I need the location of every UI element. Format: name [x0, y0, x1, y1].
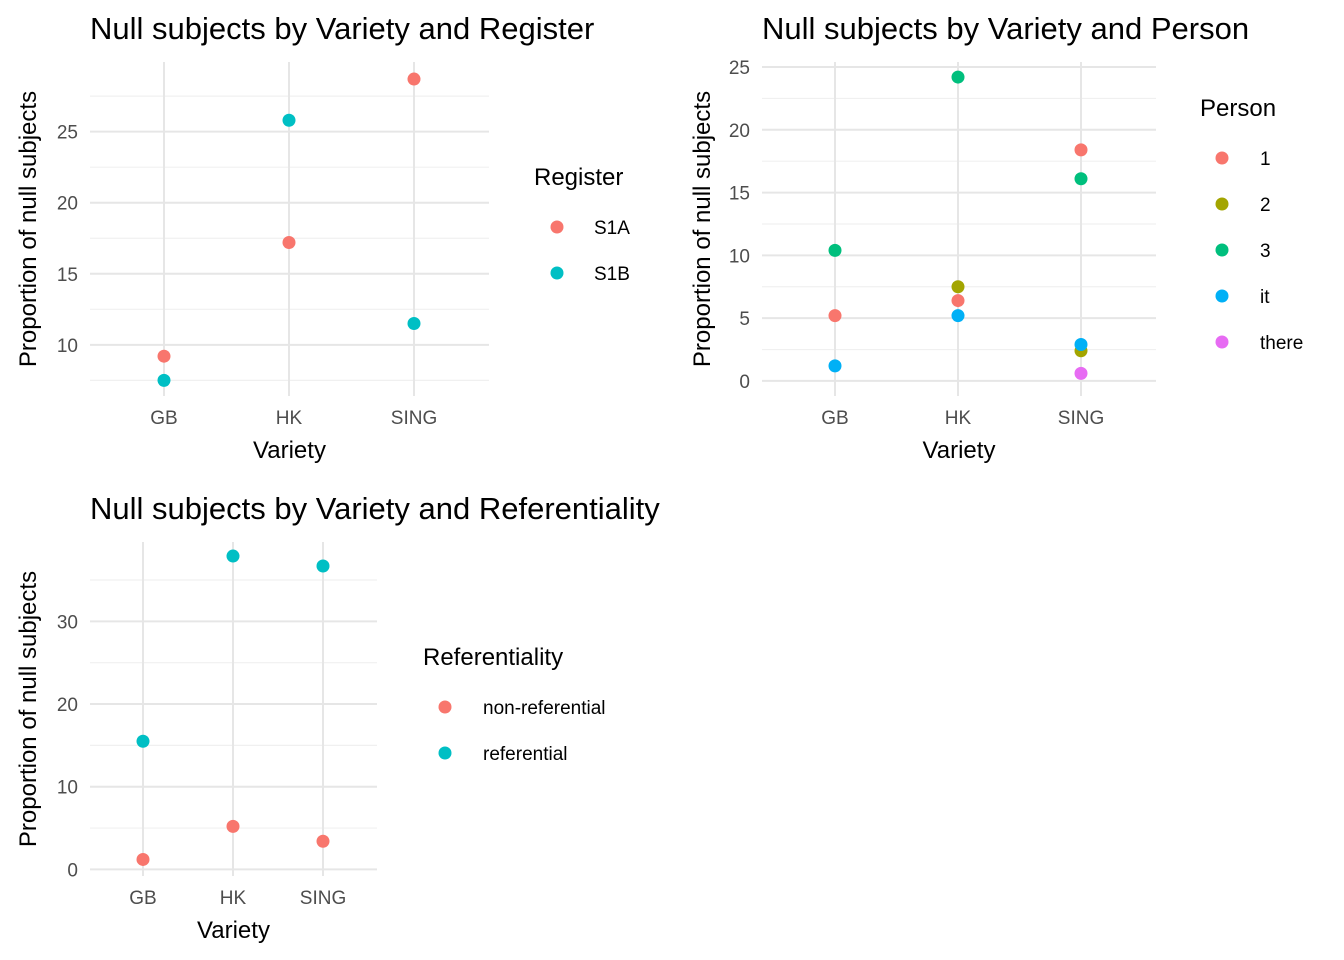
x-axis-title: Variety: [253, 437, 326, 464]
y-tick-label: 20: [57, 194, 78, 215]
y-tick-label: 10: [729, 246, 750, 267]
data-point-s1b-sing: [407, 317, 421, 331]
data-point-referential-gb: [136, 734, 150, 748]
x-axis-title: Variety: [923, 437, 996, 464]
legend-title: Register: [534, 164, 623, 191]
data-point-s1b-hk: [282, 113, 296, 127]
data-point-non-referential-sing: [316, 834, 330, 848]
y-tick-label: 0: [739, 372, 750, 393]
chart-title: Null subjects by Variety and Person: [762, 11, 1249, 46]
data-point-s1b-gb: [157, 373, 171, 387]
x-tick-label: GB: [129, 888, 156, 909]
x-tick-label: HK: [945, 408, 972, 429]
legend-swatch: [1215, 243, 1229, 257]
y-tick-label: 20: [729, 121, 750, 142]
y-tick-label: 15: [57, 265, 78, 286]
data-point-3-gb: [828, 243, 842, 257]
y-tick-label: 25: [729, 58, 750, 79]
legend-title: Referentiality: [423, 644, 563, 671]
x-tick-label: GB: [150, 408, 177, 429]
legend-swatch: [1215, 335, 1229, 349]
legend-swatch: [550, 220, 564, 234]
legend-swatch: [550, 266, 564, 280]
legend-label: non-referential: [483, 698, 606, 719]
chart-panel-1: 10 15 20 25 GB HK SING Null subjects by Variety…: [15, 11, 630, 464]
x-tick-label: SING: [391, 408, 437, 429]
data-point-non-referential-gb: [136, 852, 150, 866]
x-axis-title: Variety: [197, 917, 270, 944]
legend-label: it: [1260, 287, 1270, 308]
data-point-it-sing: [1074, 338, 1088, 352]
legend-swatch: [438, 700, 452, 714]
data-point-non-referential-hk: [226, 819, 240, 833]
data-point-referential-sing: [316, 559, 330, 573]
data-point-s1a-sing: [407, 72, 421, 86]
data-point-2-hk: [951, 280, 965, 294]
data-point-1-gb: [828, 309, 842, 323]
legend-label: S1A: [594, 218, 630, 239]
legend-label: referential: [483, 744, 568, 765]
data-point-there-sing: [1074, 366, 1088, 380]
data-point-s1a-hk: [282, 236, 296, 250]
data-point-it-hk: [951, 309, 965, 323]
data-point-referential-hk: [226, 549, 240, 563]
x-tick-label: HK: [220, 888, 247, 909]
chart-title: Null subjects by Variety and Register: [90, 11, 594, 46]
y-axis-title: Proportion of null subjects: [15, 91, 42, 367]
legend-swatch: [438, 746, 452, 760]
y-tick-label: 10: [57, 336, 78, 357]
y-tick-label: 0: [67, 860, 78, 881]
x-tick-label: SING: [1058, 408, 1104, 429]
x-tick-label: GB: [821, 408, 848, 429]
y-tick-label: 20: [57, 695, 78, 716]
legend-label: 3: [1260, 241, 1271, 262]
legend-label: S1B: [594, 264, 630, 285]
y-tick-label: 5: [739, 309, 750, 330]
data-point-it-gb: [828, 359, 842, 373]
x-tick-label: SING: [300, 888, 346, 909]
legend-label: there: [1260, 333, 1303, 354]
y-axis-title: Proportion of null subjects: [689, 91, 716, 367]
y-tick-label: 15: [729, 184, 750, 205]
chart-panel-3: 0 10 20 30 GB HK SING Null subjects by Variety …: [15, 491, 660, 944]
y-tick-label: 10: [57, 778, 78, 799]
data-point-3-sing: [1074, 172, 1088, 186]
legend-label: 2: [1260, 195, 1271, 216]
y-tick-label: 30: [57, 612, 78, 633]
data-point-1-hk: [951, 294, 965, 308]
y-tick-label: 25: [57, 123, 78, 144]
legend-label: 1: [1260, 149, 1271, 170]
x-tick-label: HK: [276, 408, 303, 429]
legend-swatch: [1215, 151, 1229, 165]
legend-swatch: [1215, 289, 1229, 303]
chart-title: Null subjects by Variety and Referential…: [90, 491, 660, 526]
data-point-s1a-gb: [157, 349, 171, 363]
legend-swatch: [1215, 197, 1229, 211]
chart-panel-2: 0 5 10 15 20 25 GB HK SING Null subjects by Varie…: [689, 11, 1303, 464]
legend-title: Person: [1200, 95, 1276, 122]
data-point-3-hk: [951, 70, 965, 84]
data-point-1-sing: [1074, 143, 1088, 157]
y-axis-title: Proportion of null subjects: [15, 571, 42, 847]
